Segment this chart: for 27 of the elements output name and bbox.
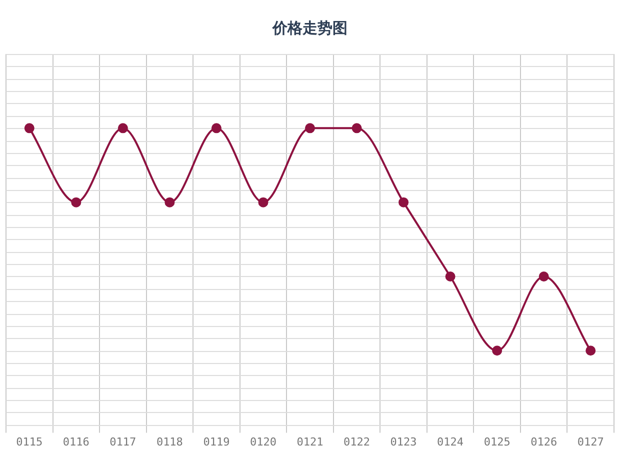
x-tick-label: 0116 <box>62 435 90 448</box>
x-tick-label: 0126 <box>530 435 558 448</box>
x-tick-label: 0122 <box>344 435 370 448</box>
point <box>71 197 82 208</box>
chart-title: 价格走势图 <box>272 18 348 37</box>
point <box>398 197 409 208</box>
point <box>164 197 175 208</box>
x-tick-label: 0119 <box>203 435 230 448</box>
point <box>211 123 222 134</box>
point <box>492 346 502 356</box>
x-tick-label: 0125 <box>484 435 510 448</box>
point <box>305 123 315 134</box>
x-tick-label: 0124 <box>437 435 464 448</box>
point <box>586 346 596 356</box>
point <box>445 271 456 282</box>
point <box>352 123 362 134</box>
point <box>24 123 34 134</box>
x-tick-label: 0120 <box>250 435 276 448</box>
point <box>538 271 549 282</box>
point <box>258 197 268 208</box>
x-tick-label: 0127 <box>577 435 604 448</box>
x-tick-label: 0121 <box>296 435 324 448</box>
x-tick-label: 0115 <box>16 435 43 448</box>
point <box>118 123 128 134</box>
x-tick-label: 0117 <box>110 435 136 448</box>
x-tick-label: 0123 <box>390 435 417 448</box>
x-tick-label: 0118 <box>156 435 183 448</box>
